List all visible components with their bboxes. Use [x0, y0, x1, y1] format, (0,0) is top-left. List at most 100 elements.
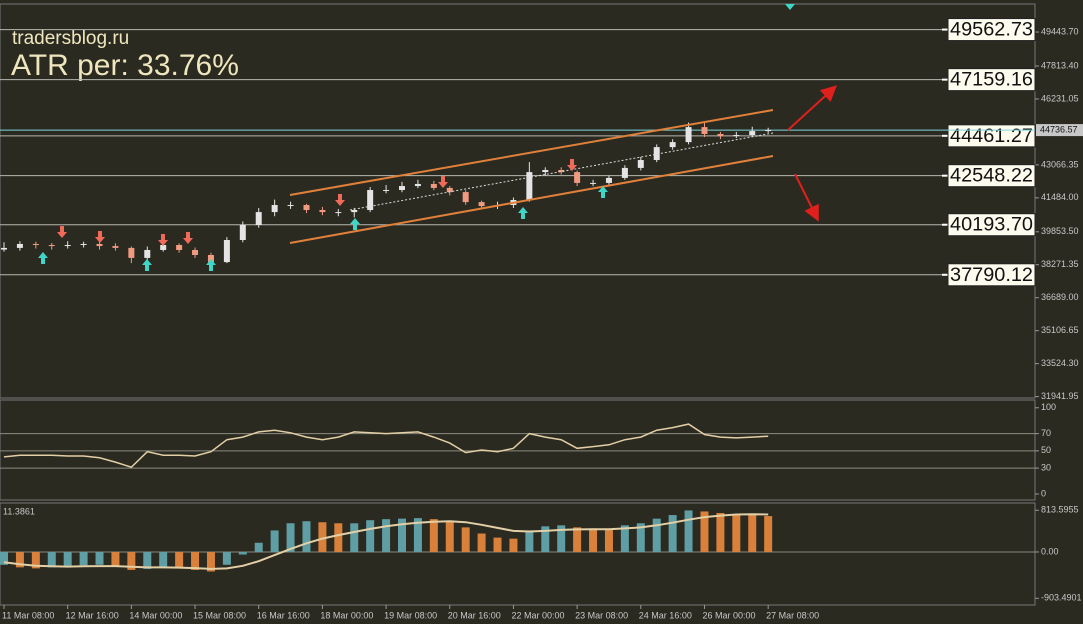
candle-body	[303, 205, 310, 211]
y-tick-label: 41484.00	[1041, 192, 1079, 202]
level-box	[947, 263, 1036, 287]
histogram-bar	[366, 520, 375, 552]
y-tick-label: 813.5955	[1041, 505, 1079, 515]
histogram-bar	[254, 542, 263, 552]
channel-upper	[289, 109, 774, 196]
x-tick-label: 19 Mar 08:00	[384, 610, 437, 620]
histogram-bar	[79, 551, 88, 566]
candle-body	[414, 183, 421, 187]
y-tick-label: -903.4901	[1041, 593, 1082, 603]
histogram-bar	[334, 523, 343, 552]
fractal-down	[183, 232, 193, 244]
histogram-bar	[31, 551, 40, 569]
current-price-label: 44736.57	[1040, 124, 1078, 134]
histogram-bar	[0, 551, 8, 565]
candle-body	[383, 190, 390, 192]
x-tick-label: 11 Mar 08:00	[2, 610, 54, 620]
candle-body	[621, 167, 628, 178]
level-label: 44461.27	[950, 126, 1033, 147]
site-name: tradersblog.ru	[12, 28, 129, 49]
histogram-bar	[270, 530, 279, 552]
histogram-bar	[525, 530, 534, 552]
candle-body	[717, 133, 724, 137]
candle-body	[653, 147, 660, 161]
candle-body	[558, 170, 565, 173]
candle-body	[319, 210, 326, 213]
candle-body	[701, 127, 708, 134]
histogram-bar	[445, 521, 454, 552]
candle-body	[542, 170, 549, 173]
y-tick-label: 70	[1041, 428, 1051, 438]
current-price-box	[1036, 124, 1083, 137]
x-tick-label: 24 Mar 16:00	[639, 610, 692, 620]
level-box	[947, 213, 1036, 237]
histogram-bar	[286, 523, 295, 552]
histogram-bar	[636, 523, 645, 552]
candle-body	[160, 245, 167, 251]
histogram-bar	[398, 518, 406, 552]
channel	[289, 109, 774, 244]
x-tick-label: 20 Mar 16:00	[448, 610, 501, 620]
candle-body	[685, 127, 692, 143]
candle-body	[96, 243, 103, 247]
histogram-bar	[652, 518, 661, 552]
x-tick-label: 18 Mar 00:00	[320, 610, 373, 620]
fractal-up	[206, 259, 216, 271]
rsi-panel	[0, 399, 1036, 501]
histogram-bar	[477, 533, 486, 552]
candle-body	[32, 243, 39, 246]
histogram-bar	[668, 515, 677, 552]
candle-body	[430, 183, 437, 188]
fractal-down	[57, 226, 67, 238]
histogram-bar	[429, 519, 438, 552]
histogram-bar	[302, 521, 311, 552]
arrow-up	[787, 85, 837, 131]
histogram-bar	[573, 527, 582, 552]
candle-body	[637, 160, 644, 168]
x-tick-label: 15 Mar 08:00	[193, 610, 246, 620]
candle-body	[207, 255, 214, 263]
level-box	[947, 164, 1036, 188]
fractal-down	[95, 231, 105, 243]
histogram-bar	[127, 551, 136, 570]
x-tick-label: 26 Mar 00:00	[702, 610, 755, 620]
x-tick-label: 23 Mar 08:00	[575, 610, 628, 620]
fractal-up	[518, 207, 528, 219]
fractal-up	[38, 252, 48, 264]
histogram-bar	[159, 551, 168, 568]
y-tick-label: 100	[1041, 402, 1056, 412]
candle-body	[112, 246, 119, 248]
histogram-bar	[509, 538, 518, 552]
candle-body	[271, 205, 278, 213]
candle-body	[16, 243, 23, 248]
candle-body	[80, 243, 87, 246]
candle-body	[48, 245, 55, 247]
fractal-up	[350, 218, 360, 230]
y-tick-label: 30	[1041, 462, 1051, 472]
level-box	[947, 18, 1036, 42]
shift-marker	[785, 4, 795, 10]
channel-lower	[289, 155, 774, 244]
candle-body	[176, 245, 183, 251]
level-box	[947, 68, 1036, 92]
level-label: 42548.22	[950, 166, 1033, 187]
candle-body	[335, 212, 342, 214]
y-tick-label: 39853.50	[1041, 226, 1079, 236]
candle-body	[526, 172, 533, 201]
candle-body	[574, 172, 581, 183]
histogram-bar	[206, 551, 215, 572]
histogram-bar	[684, 510, 693, 552]
candle-body	[462, 192, 469, 203]
candle-body	[1, 247, 7, 250]
histogram-bar	[413, 518, 422, 552]
candle-body	[605, 177, 612, 183]
y-tick-label: 0.00	[1041, 546, 1059, 556]
x-tick-label: 16 Mar 16:00	[257, 610, 310, 620]
y-tick-label: 49443.70	[1041, 26, 1079, 36]
fractal-down	[438, 176, 448, 188]
y-tick-label: 31941.95	[1041, 391, 1079, 401]
candle-body	[351, 210, 358, 213]
level-label: 49562.73	[950, 20, 1033, 41]
